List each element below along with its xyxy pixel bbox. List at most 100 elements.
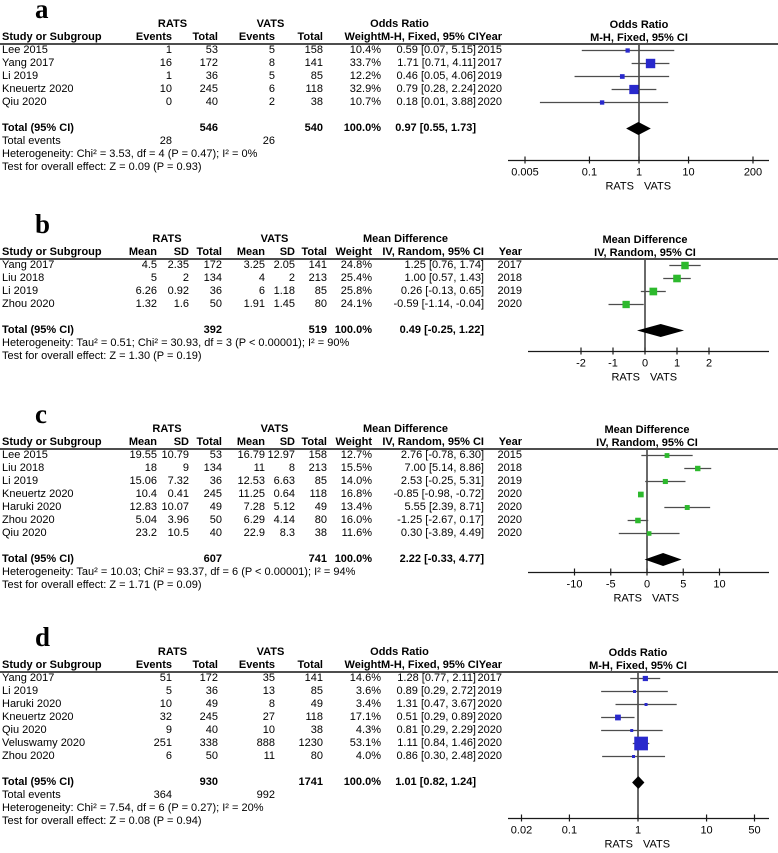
effect-square-marker: [635, 517, 641, 524]
cell-value: 2.35: [167, 259, 189, 271]
study-row: Zhou 2020 5.04 3.96 50 6.29 4.14 80 16.0% -1.25 …: [2, 514, 522, 527]
effect-square-marker: [637, 491, 644, 498]
axis-tick-label: 5: [680, 579, 686, 591]
effect-title: Odds Ratio: [370, 18, 429, 30]
total-value: [265, 553, 295, 566]
total-events-value: [381, 789, 476, 802]
study-name: Yang 2017: [2, 259, 55, 271]
column-header: Events: [135, 31, 172, 43]
study-name: Li 2019: [2, 685, 39, 697]
overall-effect-text: Test for overall effect: Z = 0.09 (P = 0…: [2, 161, 202, 173]
cell-value: 213: [308, 272, 327, 284]
effect-title: Mean Difference: [363, 233, 448, 245]
total-value: [476, 776, 502, 789]
effect-estimate: 0.89 [0.29, 2.72]: [396, 685, 476, 697]
year-value: 2020: [477, 96, 502, 108]
axis-tick-label: 10: [700, 825, 712, 837]
total-row: Total (95% CI) 546 540 100.0% 0.97 [0.55, 1.…: [2, 122, 502, 135]
cell-value: 15.06: [129, 475, 157, 487]
study-row: Haruki 2020 12.83 10.07 49 7.28 5.12 49 13.4% 5.…: [2, 501, 522, 514]
effect-square-marker: [642, 675, 648, 682]
forest-panel-d: d RATS VATS Odds Ratio Study or Subgroup Even…: [0, 623, 778, 853]
effect-estimate: 0.30 [-3.89, 4.49]: [400, 527, 484, 539]
effect-estimate: 0.26 [-0.13, 0.65]: [400, 285, 484, 297]
year-value: 2020: [497, 514, 522, 526]
study-name: Kneuertz 2020: [2, 488, 74, 500]
overall-effect-text: Test for overall effect: Z = 1.30 (P = 0…: [2, 350, 202, 362]
study-name: Haruki 2020: [2, 698, 62, 710]
year-value: 2017: [497, 259, 522, 271]
cell-value: 36: [209, 285, 222, 297]
effect-square-marker: [695, 465, 701, 472]
effect-square-marker: [662, 478, 668, 485]
cell-value: 50: [205, 750, 218, 762]
total-value: [112, 324, 157, 337]
forest-table: RATS VATS Odds Ratio Study or Subgroup Event…: [2, 646, 502, 828]
year-value: 2019: [477, 70, 502, 82]
cell-value: 245: [199, 83, 218, 95]
axis-tick-label: 1: [636, 167, 642, 179]
group-header: RATS: [157, 646, 188, 658]
total-events-value: [476, 135, 502, 148]
effect-title: Odds Ratio: [370, 646, 429, 658]
study-row: Qiu 2020 23.2 10.5 40 22.9 8.3 38 11.6% 0.30 [-3…: [2, 527, 522, 540]
total-value: 741: [308, 553, 327, 565]
effect-estimate: 0.18 [0.01, 3.88]: [396, 96, 476, 108]
total-value: 930: [199, 776, 218, 788]
axis-group-label-left: RATS: [611, 372, 640, 384]
weight-value: 25.8%: [340, 285, 372, 297]
axis-tick-label: 1: [635, 825, 641, 837]
effect-square-marker: [599, 100, 605, 105]
study-name: Qiu 2020: [2, 96, 47, 108]
column-header: IV, Random, 95% CI: [382, 246, 484, 258]
cell-value: 2: [288, 272, 295, 284]
axis-group-label-left: RATS: [604, 839, 633, 851]
effect-estimate: 1.25 [0.76, 1.74]: [404, 259, 484, 271]
effect-square-marker: [615, 714, 621, 721]
weight-value: 11.6%: [341, 527, 372, 539]
cell-value: 85: [314, 475, 327, 487]
total-label: Total (95% CI): [2, 324, 74, 336]
year-value: 2019: [497, 285, 522, 297]
column-header: SD: [173, 436, 189, 448]
forest-panel-b: b RATS VATS Mean Difference Study or Subgrou…: [0, 210, 778, 405]
cell-value: 80: [314, 298, 327, 310]
total-label: Total (95% CI): [2, 553, 74, 565]
weight-value: 13.4%: [340, 501, 372, 513]
year-value: 2020: [497, 527, 522, 539]
plot-subtitle: IV, Random, 95% CI: [594, 247, 696, 259]
effect-estimate: 0.46 [0.05, 4.06]: [396, 70, 476, 82]
cell-value: 40: [205, 724, 218, 736]
group-header: RATS: [152, 423, 182, 435]
effect-square-marker: [625, 48, 630, 53]
year-value: 2020: [497, 501, 522, 513]
study-row: Haruki 2020 10 49 8 49 3.4% 1.31 [0.47, 3.67] 2…: [2, 698, 502, 711]
cell-value: 50: [209, 514, 222, 526]
cell-value: 8: [288, 462, 295, 474]
plot-title: Odds Ratio: [610, 19, 669, 31]
weight-value: 3.4%: [355, 698, 381, 710]
axis-group-label-left: RATS: [613, 593, 642, 605]
cell-value: 10.5: [167, 527, 189, 539]
cell-value: 38: [314, 527, 327, 539]
effect-estimate: 1.71 [0.71, 4.11]: [397, 57, 476, 69]
weight-value: 4.3%: [355, 724, 381, 736]
axis-tick-label: 0.1: [582, 167, 597, 179]
study-name: Li 2019: [2, 475, 39, 487]
total-value: [112, 553, 157, 566]
year-value: 2015: [477, 44, 502, 56]
cell-value: 85: [314, 285, 327, 297]
cell-value: 118: [305, 83, 323, 95]
axis-tick-label: 0: [642, 358, 648, 370]
year-value: 2020: [477, 737, 502, 749]
total-events-value: [323, 135, 381, 148]
total-events-row: Total events 364 992: [2, 789, 502, 802]
weight-value: 3.6%: [355, 685, 381, 697]
cell-value: 8: [268, 698, 275, 710]
column-header: SD: [279, 436, 295, 448]
cell-value: 118: [309, 488, 327, 500]
cell-value: 1: [165, 70, 172, 82]
axis-tick-label: 0.1: [562, 825, 577, 837]
total-events-value: [275, 789, 323, 802]
